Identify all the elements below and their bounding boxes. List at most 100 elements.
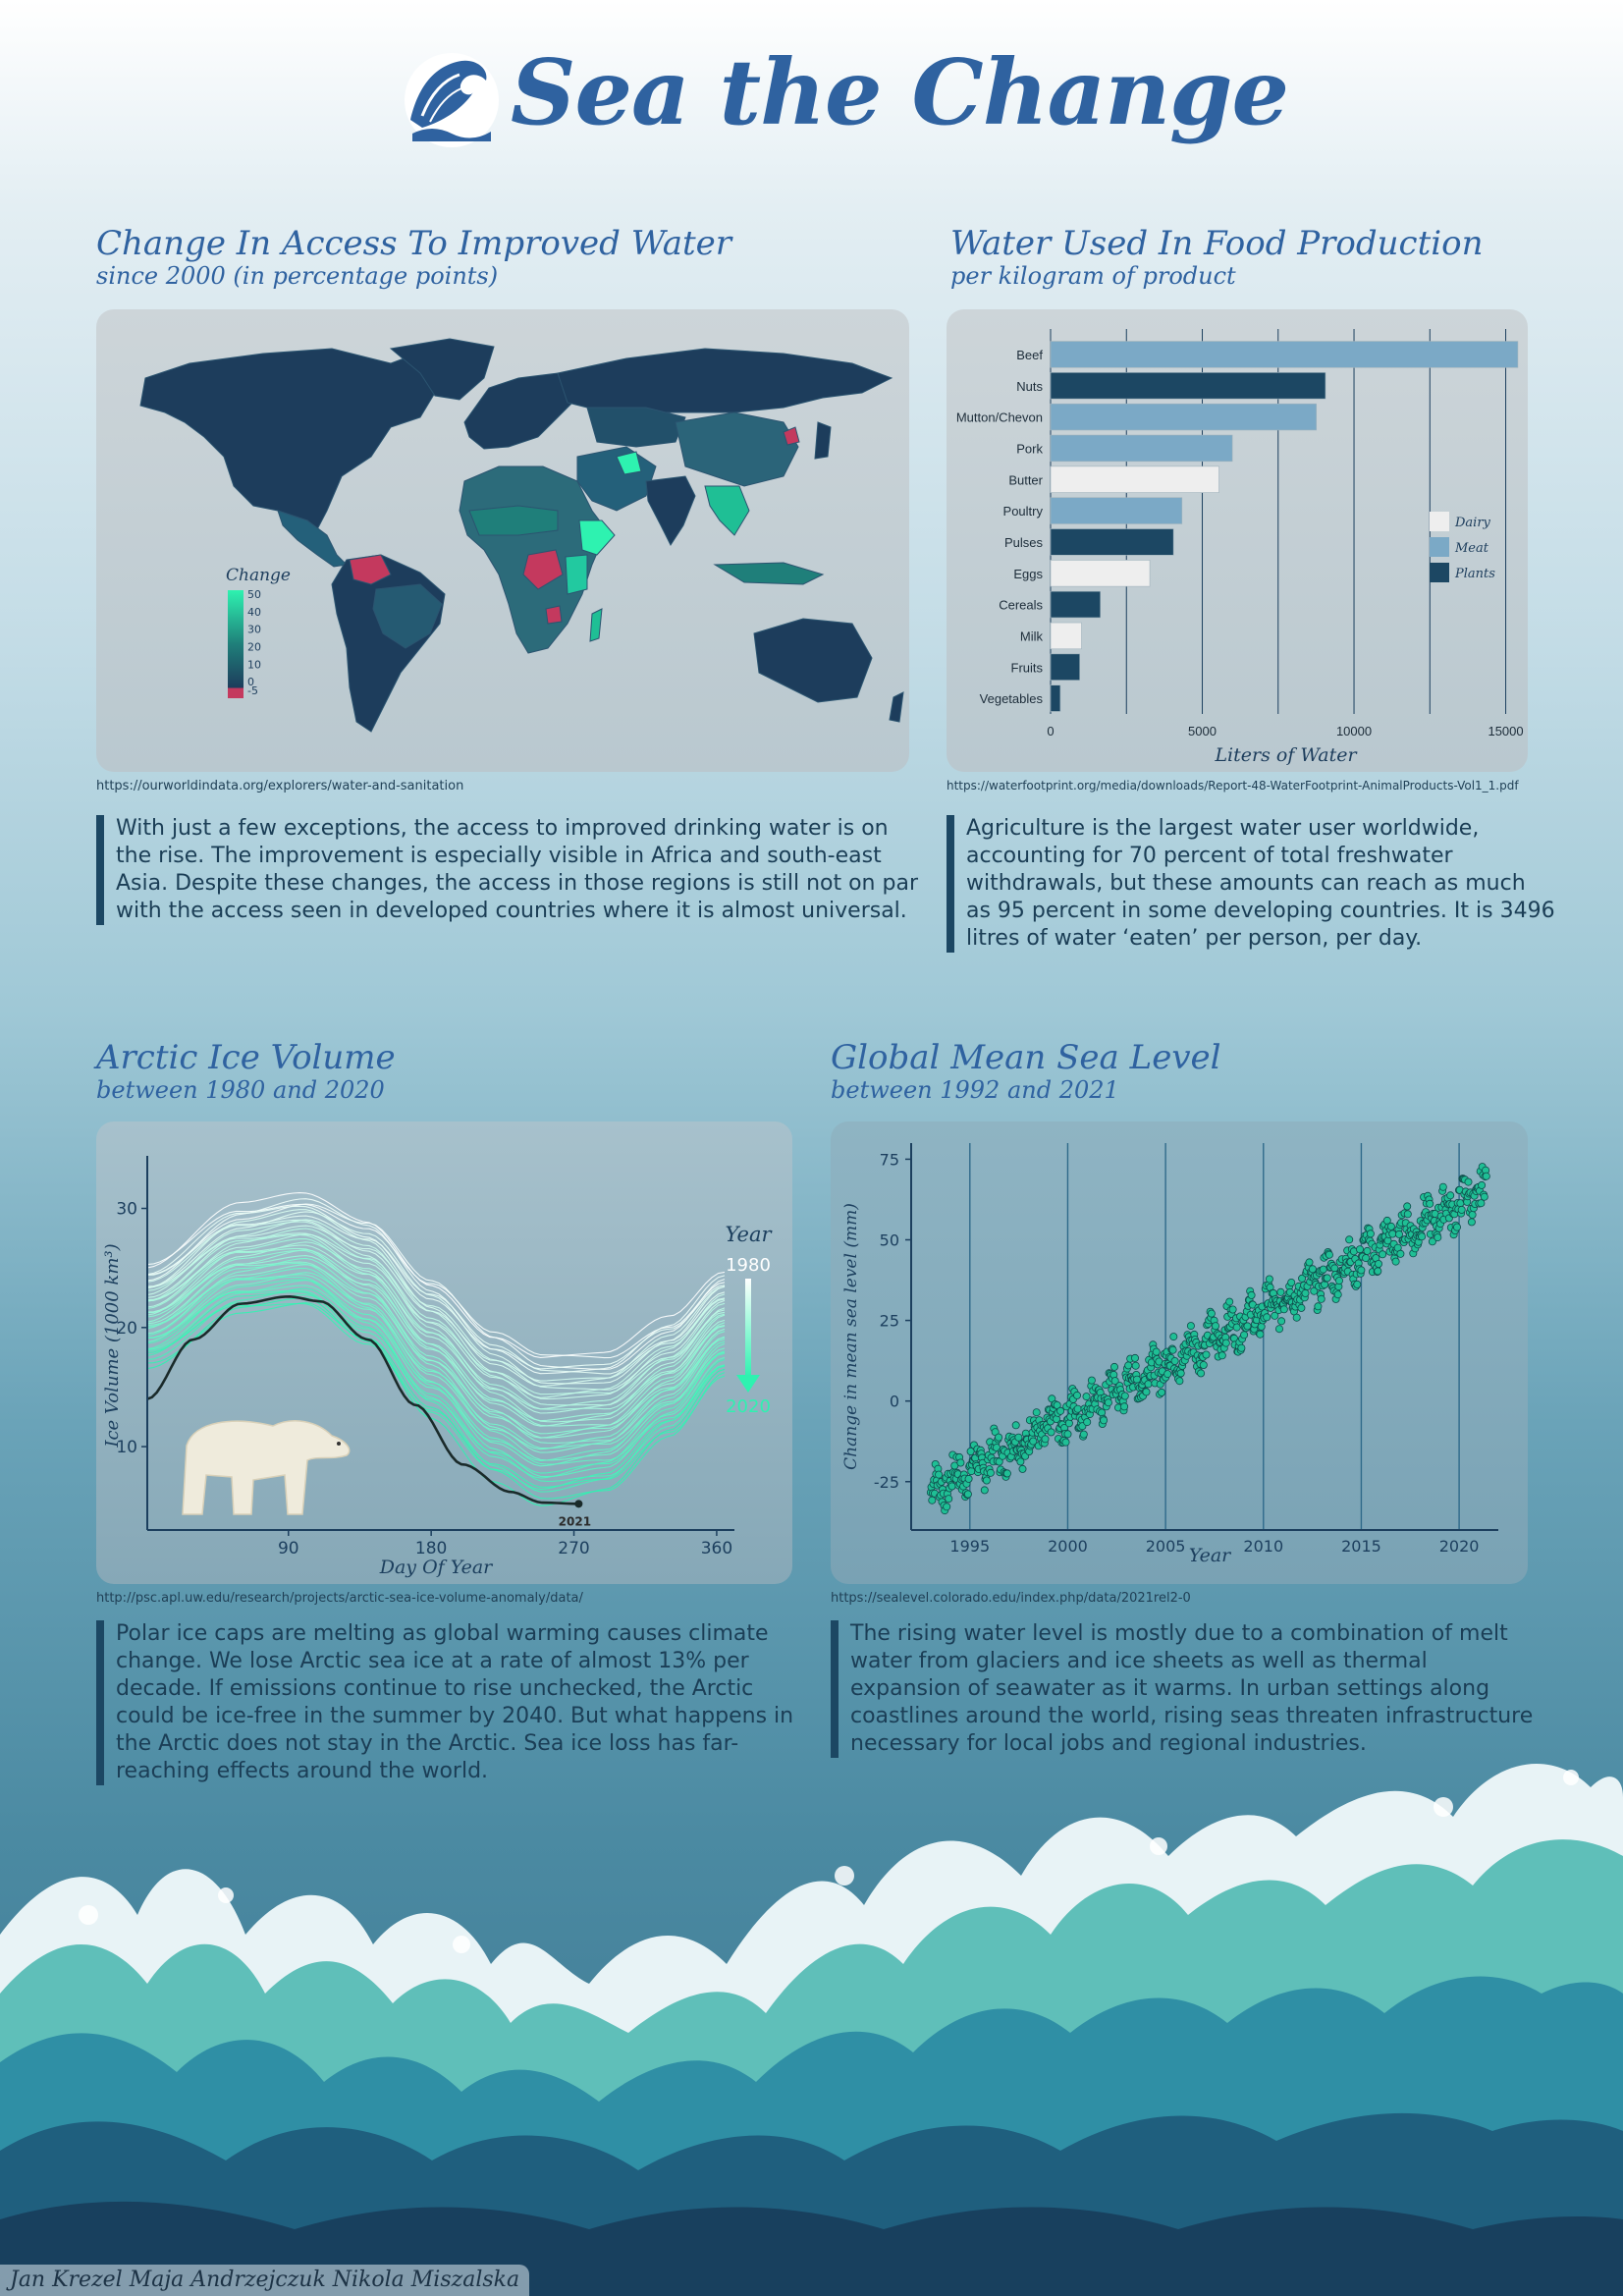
sea-point xyxy=(1061,1438,1070,1447)
sea-point xyxy=(1428,1237,1436,1246)
sea-point xyxy=(1243,1322,1252,1331)
sea-point xyxy=(1256,1330,1265,1339)
map-region-central-america xyxy=(277,510,349,568)
sea-point xyxy=(1186,1322,1195,1331)
sea-point xyxy=(1317,1294,1325,1303)
map-region-drc xyxy=(522,549,564,590)
sea-level-subtitle: between 1992 and 2021 xyxy=(831,1076,1119,1104)
sea-point xyxy=(1345,1235,1354,1244)
map-legend-tick: 30 xyxy=(247,624,261,636)
sea-point xyxy=(1152,1347,1161,1356)
map-region-china xyxy=(675,411,799,487)
sea-point xyxy=(1434,1233,1442,1242)
ice-y-axis-title: Ice Volume (1000 km³) xyxy=(102,1243,123,1448)
ice-year-line xyxy=(146,1228,726,1414)
sea-point xyxy=(1391,1257,1400,1266)
ice-year-line xyxy=(146,1203,726,1359)
sea-point xyxy=(1176,1369,1185,1378)
bar-category-label: Poultry xyxy=(1003,504,1044,519)
map-region-north-america xyxy=(139,348,470,537)
map-legend-tick: 40 xyxy=(247,606,261,619)
sea-point xyxy=(1308,1265,1317,1274)
map-region-madagascar xyxy=(589,608,603,642)
ice-year-line xyxy=(146,1297,726,1506)
sea-point xyxy=(1478,1180,1487,1189)
sea-point xyxy=(1029,1437,1038,1446)
bar xyxy=(1050,622,1082,650)
arctic-ice-text: Polar ice caps are melting as global war… xyxy=(96,1620,803,1785)
map-legend-tick: -5 xyxy=(247,684,258,697)
sea-point xyxy=(1276,1287,1285,1296)
sea-point xyxy=(1124,1361,1133,1370)
bar-category-label: Milk xyxy=(1020,629,1044,643)
ice-x-axis-title: Day Of Year xyxy=(379,1557,494,1578)
ice-2021-label: 2021 xyxy=(559,1514,591,1528)
sea-point xyxy=(995,1433,1003,1442)
sea-point xyxy=(1480,1192,1488,1201)
bar-category-label: Beef xyxy=(1016,348,1043,362)
sea-point xyxy=(1356,1245,1365,1254)
sea-point xyxy=(1197,1369,1206,1378)
ice-legend-start: 1980 xyxy=(726,1255,771,1276)
bar xyxy=(1050,590,1101,619)
sea-point xyxy=(1363,1246,1372,1255)
sea-point xyxy=(1144,1380,1153,1389)
map-region-sahel xyxy=(468,505,559,536)
page-title: Sea the Change xyxy=(511,39,1289,145)
sea-point xyxy=(1403,1202,1412,1211)
ice-y-tick: 20 xyxy=(116,1319,137,1339)
sea-point xyxy=(1297,1303,1306,1312)
sea-point xyxy=(980,1486,989,1495)
sea-point xyxy=(1228,1305,1237,1314)
ice-year-line xyxy=(146,1291,726,1491)
map-legend-title: Change xyxy=(226,566,291,585)
food-water-title: Water Used In Food Production xyxy=(950,224,1484,263)
sea-x-axis-title: Year xyxy=(1189,1545,1232,1566)
polar-bear-illustration xyxy=(182,1420,351,1515)
bar-legend-label: Meat xyxy=(1454,541,1489,556)
sea-point xyxy=(945,1495,953,1503)
ice-year-line xyxy=(146,1192,726,1358)
map-region-india xyxy=(645,475,696,547)
bar-legend-label: Dairy xyxy=(1454,516,1491,530)
wave-illustration xyxy=(0,1764,1623,2296)
sea-point xyxy=(1056,1406,1065,1415)
map-region-ethiopia xyxy=(578,519,616,556)
ice-year-line xyxy=(146,1276,726,1461)
sea-point xyxy=(1120,1392,1129,1400)
sea-point xyxy=(1247,1290,1256,1299)
sea-point xyxy=(1199,1360,1208,1369)
ice-year-line xyxy=(146,1225,726,1391)
food-water-chart-panel: Beef Nuts Mutton/Chevon Pork Butter Poultry Pu… xyxy=(947,309,1528,772)
map-legend-tick: 50 xyxy=(247,588,261,601)
sea-x-tick: 2010 xyxy=(1243,1537,1283,1556)
sea-point xyxy=(1014,1433,1023,1442)
sea-point xyxy=(1386,1222,1395,1230)
sea-point xyxy=(1011,1421,1020,1430)
credits: Jan Krezel Maja Andrzejczuk Nikola Misza… xyxy=(0,2265,530,2296)
map-region-north-korea xyxy=(783,426,800,446)
map-region-indonesia xyxy=(713,562,825,585)
sea-point xyxy=(1132,1375,1141,1384)
sea-point xyxy=(1032,1408,1041,1417)
bar xyxy=(1050,684,1061,712)
ice-year-line xyxy=(146,1285,726,1465)
bar xyxy=(1050,465,1219,493)
bar-x-tick: 15000 xyxy=(1488,724,1523,738)
sea-level-chart-panel: -25 0 25 50 75 1995 2000 2005 2010 2015 2020 Year Ch… xyxy=(831,1121,1528,1584)
sea-point xyxy=(1396,1249,1405,1258)
sea-point xyxy=(1120,1402,1129,1411)
map-region-europe xyxy=(463,372,578,450)
map-region-russia xyxy=(557,348,893,413)
sea-y-tick: 25 xyxy=(880,1312,899,1331)
sea-y-tick: 50 xyxy=(880,1231,899,1250)
bar xyxy=(1050,560,1151,587)
ice-y-tick: 10 xyxy=(116,1438,137,1457)
sea-level-source: https://sealevel.colorado.edu/index.php/… xyxy=(831,1591,1191,1606)
bar-legend-swatch xyxy=(1430,512,1449,531)
map-region-afghanistan xyxy=(616,451,642,475)
sea-point xyxy=(1225,1297,1234,1306)
sea-point xyxy=(956,1458,965,1467)
water-access-title: Change In Access To Improved Water xyxy=(96,224,732,263)
sea-point xyxy=(967,1467,976,1476)
